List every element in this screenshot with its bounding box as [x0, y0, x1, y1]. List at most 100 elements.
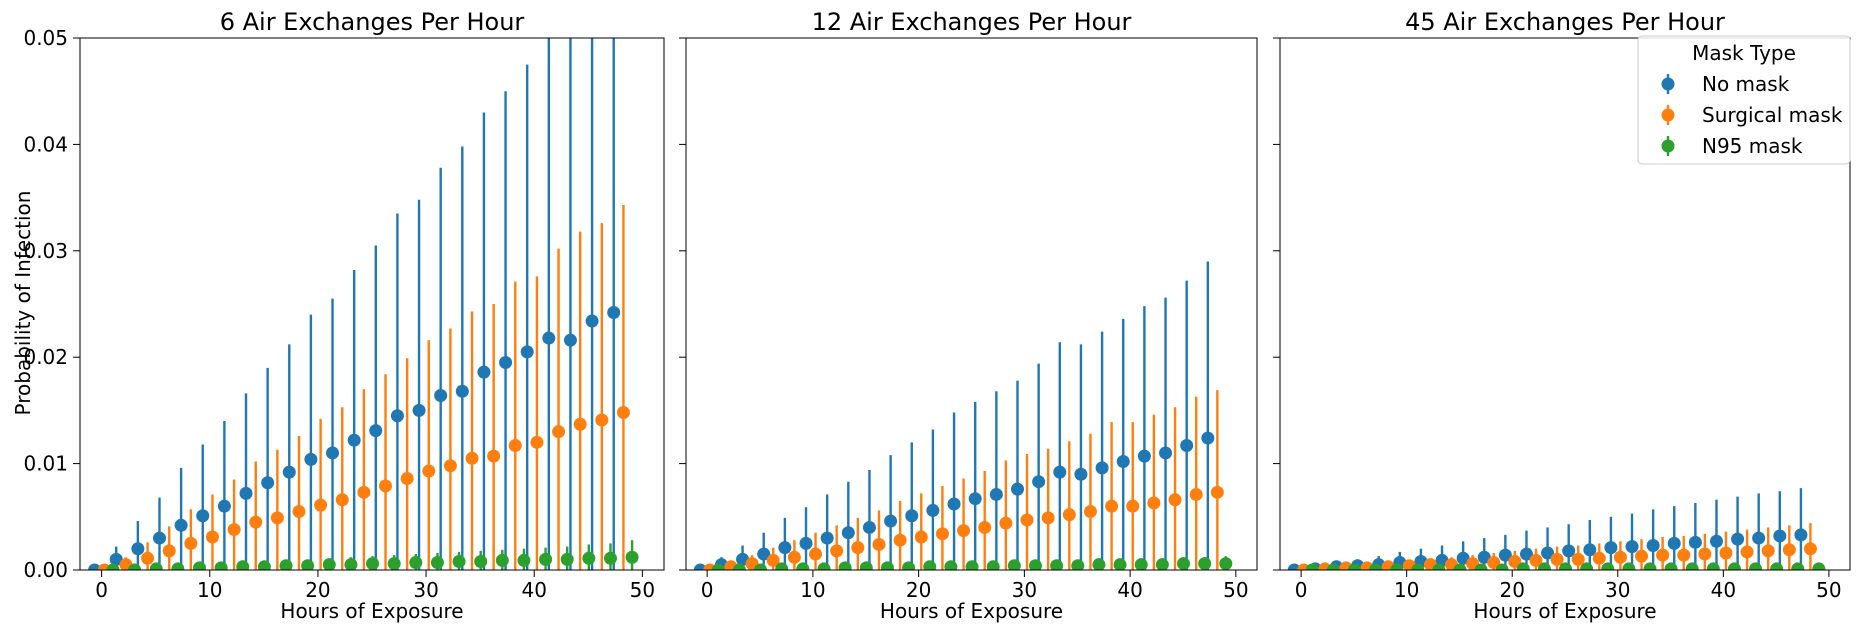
data-point: [1083, 504, 1097, 518]
data-point: [239, 486, 253, 500]
data-point: [1791, 562, 1805, 570]
data-point: [455, 384, 469, 398]
data-point: [1116, 454, 1130, 468]
data-point: [1559, 562, 1573, 570]
data-point: [552, 425, 566, 439]
data-point: [1761, 544, 1775, 558]
data-point: [1677, 548, 1691, 562]
data-point: [301, 559, 315, 570]
legend-marker: [1661, 77, 1675, 91]
data-point: [1794, 528, 1808, 542]
data-point: [1709, 534, 1723, 548]
data-point: [193, 561, 207, 570]
data-point: [530, 435, 544, 449]
x-tick-label: 40: [1117, 578, 1142, 602]
data-point: [1698, 547, 1712, 561]
data-point: [474, 554, 488, 568]
data-point: [1326, 563, 1340, 570]
data-point: [249, 515, 263, 529]
data-point: [174, 518, 188, 532]
data-point: [1032, 475, 1046, 489]
data-point: [1601, 562, 1615, 570]
data-point: [279, 559, 293, 570]
data-point: [1168, 493, 1182, 507]
data-point: [152, 531, 166, 545]
x-tick-label: 0: [1295, 578, 1308, 602]
data-point: [366, 557, 380, 570]
data-point: [465, 451, 479, 465]
data-point: [775, 562, 789, 570]
data-point: [1198, 557, 1212, 570]
data-point: [1155, 558, 1169, 570]
data-point: [326, 446, 340, 460]
data-point: [935, 527, 949, 541]
data-point: [563, 333, 577, 347]
data-point: [841, 526, 855, 540]
x-axis-label: Hours of Exposure: [880, 599, 1063, 623]
x-axis-label: Hours of Exposure: [1473, 599, 1656, 623]
legend-box: [1637, 35, 1851, 165]
data-point: [128, 563, 142, 570]
data-point: [1477, 550, 1491, 564]
data-point: [1498, 548, 1512, 562]
data-point: [205, 530, 219, 544]
data-point: [1074, 467, 1088, 481]
data-point: [1770, 562, 1784, 570]
data-point: [1773, 529, 1787, 543]
data-point: [1667, 536, 1681, 550]
data-point: [1529, 553, 1543, 567]
data-point: [1643, 562, 1657, 570]
data-point: [1474, 563, 1488, 570]
data-point: [582, 551, 596, 565]
data-point: [335, 493, 349, 507]
data-point: [387, 557, 401, 570]
data-point: [1688, 535, 1702, 549]
data-point: [171, 562, 185, 570]
data-point: [944, 560, 958, 570]
data-point: [607, 306, 621, 320]
data-point: [1541, 546, 1555, 560]
data-point: [520, 345, 534, 359]
data-point: [1749, 562, 1763, 570]
data-point: [1180, 439, 1194, 453]
data-point: [778, 541, 792, 555]
data-point: [314, 498, 328, 512]
data-point: [999, 516, 1013, 530]
data-point: [347, 433, 361, 447]
data-point: [1613, 550, 1627, 564]
data-point: [1219, 557, 1233, 570]
data-point: [947, 497, 961, 511]
data-point: [968, 492, 982, 506]
data-point: [862, 520, 876, 534]
data-point: [1177, 557, 1191, 570]
data-point: [1731, 532, 1745, 546]
data-point: [1210, 485, 1224, 499]
data-point: [1369, 563, 1383, 570]
data-point: [1137, 449, 1151, 463]
data-point: [926, 503, 940, 517]
data-point: [1537, 562, 1551, 570]
data-point: [978, 520, 992, 534]
series-surgical-mask: [703, 390, 1224, 570]
series-surgical-mask: [97, 205, 630, 570]
data-point: [495, 553, 509, 567]
data-point: [1550, 552, 1564, 566]
data-point: [616, 406, 630, 420]
data-point: [830, 544, 844, 558]
data-point: [88, 563, 102, 570]
data-point: [1803, 542, 1817, 556]
series-no-mask: [693, 261, 1215, 570]
data-point: [1050, 559, 1064, 570]
data-point: [1583, 543, 1597, 557]
y-tick-label: 0.03: [23, 239, 68, 263]
data-point: [732, 563, 746, 570]
x-tick-label: 40: [1711, 578, 1736, 602]
data-point: [838, 561, 852, 570]
data-point: [1411, 563, 1425, 570]
data-point: [390, 409, 404, 423]
legend-marker: [1661, 139, 1675, 153]
legend-label: N95 mask: [1702, 134, 1803, 158]
data-point: [369, 424, 383, 438]
y-tick-label: 0.04: [23, 132, 68, 156]
